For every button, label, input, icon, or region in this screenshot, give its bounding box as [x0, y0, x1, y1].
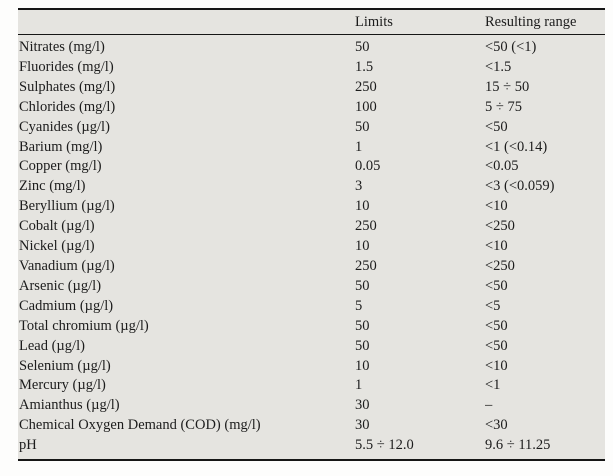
table-body: Nitrates (mg/l) 50 <50 (<1) Fluorides (m… [18, 35, 605, 461]
parameter-cell: Nitrates (mg/l) [19, 39, 105, 55]
range-cell: <30 [485, 417, 508, 434]
parameter-cell: Total chromium (µg/l) [19, 317, 149, 334]
range-cell: <10 [485, 357, 508, 374]
limit-cell: 50 [355, 39, 370, 55]
table-row: Copper (mg/l) 0.05 <0.05 [18, 157, 605, 177]
range-cell: <250 [485, 218, 515, 235]
range-cell: <1 (<0.14) [485, 138, 548, 155]
table-row: Cobalt (µg/l) 250 <250 [18, 217, 605, 237]
limit-cell: 250 [355, 78, 377, 95]
table-row: Selenium (µg/l) 10 <10 [18, 357, 605, 377]
parameter-cell: Fluorides (mg/l) [19, 58, 114, 75]
parameter-cell: Barium (mg/l) [19, 138, 103, 155]
parameter-cell: Beryllium (µg/l) [19, 198, 115, 215]
table-row: Chemical Oxygen Demand (COD) (mg/l) 30 <… [18, 416, 605, 436]
table-row: Chlorides (mg/l) 100 5 ÷ 75 [18, 98, 605, 118]
range-cell: 5 ÷ 75 [485, 98, 522, 115]
limit-cell: 1 [355, 138, 363, 155]
parameter-column-header [18, 9, 355, 35]
table-row: Mercury (µg/l) 1 <1 [18, 376, 605, 396]
limit-cell: 50 [355, 277, 370, 294]
table-row: Arsenic (µg/l) 50 <50 [18, 277, 605, 297]
limit-cell: 5.5 ÷ 12.0 [355, 437, 414, 454]
parameter-cell: Mercury (µg/l) [19, 377, 106, 394]
range-cell: 9.6 ÷ 11.25 [485, 437, 551, 454]
range-cell: <250 [485, 257, 515, 274]
parameter-cell: Vanadium (µg/l) [19, 257, 115, 274]
limit-cell: 3 [355, 178, 363, 195]
parameter-cell: pH [19, 437, 37, 454]
range-cell: <1.5 [485, 58, 512, 75]
range-cell: <0.05 [485, 158, 519, 175]
resulting-range-column-header: Resulting range [485, 9, 605, 35]
parameter-cell: Sulphates (mg/l) [19, 78, 116, 95]
table-row: Sulphates (mg/l) 250 15 ÷ 50 [18, 78, 605, 98]
limit-cell: 10 [355, 357, 370, 374]
range-cell: <50 [485, 277, 508, 294]
parameter-cell: Nickel (µg/l) [19, 238, 95, 255]
parameter-cell: Cadmium (µg/l) [19, 297, 114, 314]
table-row: pH 5.5 ÷ 12.0 9.6 ÷ 11.25 [18, 436, 605, 460]
limit-cell: 5 [355, 297, 363, 314]
limit-cell: 50 [355, 337, 370, 354]
range-cell: <50 [485, 317, 508, 334]
limit-cell: 10 [355, 238, 370, 255]
table-row: Zinc (mg/l) 3 <3 (<0.059) [18, 177, 605, 197]
parameter-cell: Zinc (mg/l) [19, 178, 86, 195]
range-cell: <50 (<1) [485, 39, 537, 55]
table-header: Limits Resulting range [18, 9, 605, 35]
limit-cell: 10 [355, 198, 370, 215]
limit-cell: 250 [355, 257, 377, 274]
parameter-cell: Lead (µg/l) [19, 337, 85, 354]
table-row: Vanadium (µg/l) 250 <250 [18, 257, 605, 277]
limit-cell: 50 [355, 118, 370, 135]
limit-cell: 30 [355, 417, 370, 434]
table-row: Fluorides (mg/l) 1.5 <1.5 [18, 58, 605, 78]
parameter-cell: Cobalt (µg/l) [19, 218, 95, 235]
parameter-cell: Cyanides (µg/l) [19, 118, 110, 135]
limit-cell: 100 [355, 98, 377, 115]
parameter-cell: Arsenic (µg/l) [19, 277, 102, 294]
table-row: Amianthus (µg/l) 30 – [18, 396, 605, 416]
limit-cell: 1.5 [355, 58, 374, 75]
range-cell: <3 (<0.059) [485, 178, 555, 195]
parameter-cell: Amianthus (µg/l) [19, 397, 120, 414]
range-cell: 15 ÷ 50 [485, 78, 530, 95]
limit-cell: 1 [355, 377, 363, 394]
range-cell: <1 [485, 377, 501, 394]
range-cell: <10 [485, 238, 508, 255]
limit-cell: 0.05 [355, 158, 381, 175]
table-row: Nickel (µg/l) 10 <10 [18, 237, 605, 257]
parameter-cell: Selenium (µg/l) [19, 357, 111, 374]
table-row: Barium (mg/l) 1 <1 (<0.14) [18, 138, 605, 158]
limit-cell: 50 [355, 317, 370, 334]
water-quality-limits-table-wrap: Limits Resulting range Nitrates (mg/l) 5… [18, 8, 605, 462]
limit-cell: 250 [355, 218, 377, 235]
table-row: Cadmium (µg/l) 5 <5 [18, 297, 605, 317]
parameter-cell: Copper (mg/l) [19, 158, 102, 175]
range-cell: <10 [485, 198, 508, 215]
limits-column-header: Limits [355, 9, 485, 35]
limit-cell: 30 [355, 397, 370, 414]
range-cell: <50 [485, 118, 508, 135]
parameter-cell: Chemical Oxygen Demand (COD) (mg/l) [19, 417, 261, 434]
water-quality-limits-table: Limits Resulting range Nitrates (mg/l) 5… [18, 8, 605, 462]
table-row: Cyanides (µg/l) 50 <50 [18, 118, 605, 138]
parameter-cell: Chlorides (mg/l) [19, 98, 116, 115]
table-row: Beryllium (µg/l) 10 <10 [18, 197, 605, 217]
range-cell: – [485, 397, 493, 414]
range-cell: <5 [485, 297, 501, 314]
range-cell: <50 [485, 337, 508, 354]
table-row: Lead (µg/l) 50 <50 [18, 337, 605, 357]
table-row: Total chromium (µg/l) 50 <50 [18, 317, 605, 337]
header-row: Limits Resulting range [18, 9, 605, 35]
table-row: Nitrates (mg/l) 50 <50 (<1) [18, 35, 605, 58]
